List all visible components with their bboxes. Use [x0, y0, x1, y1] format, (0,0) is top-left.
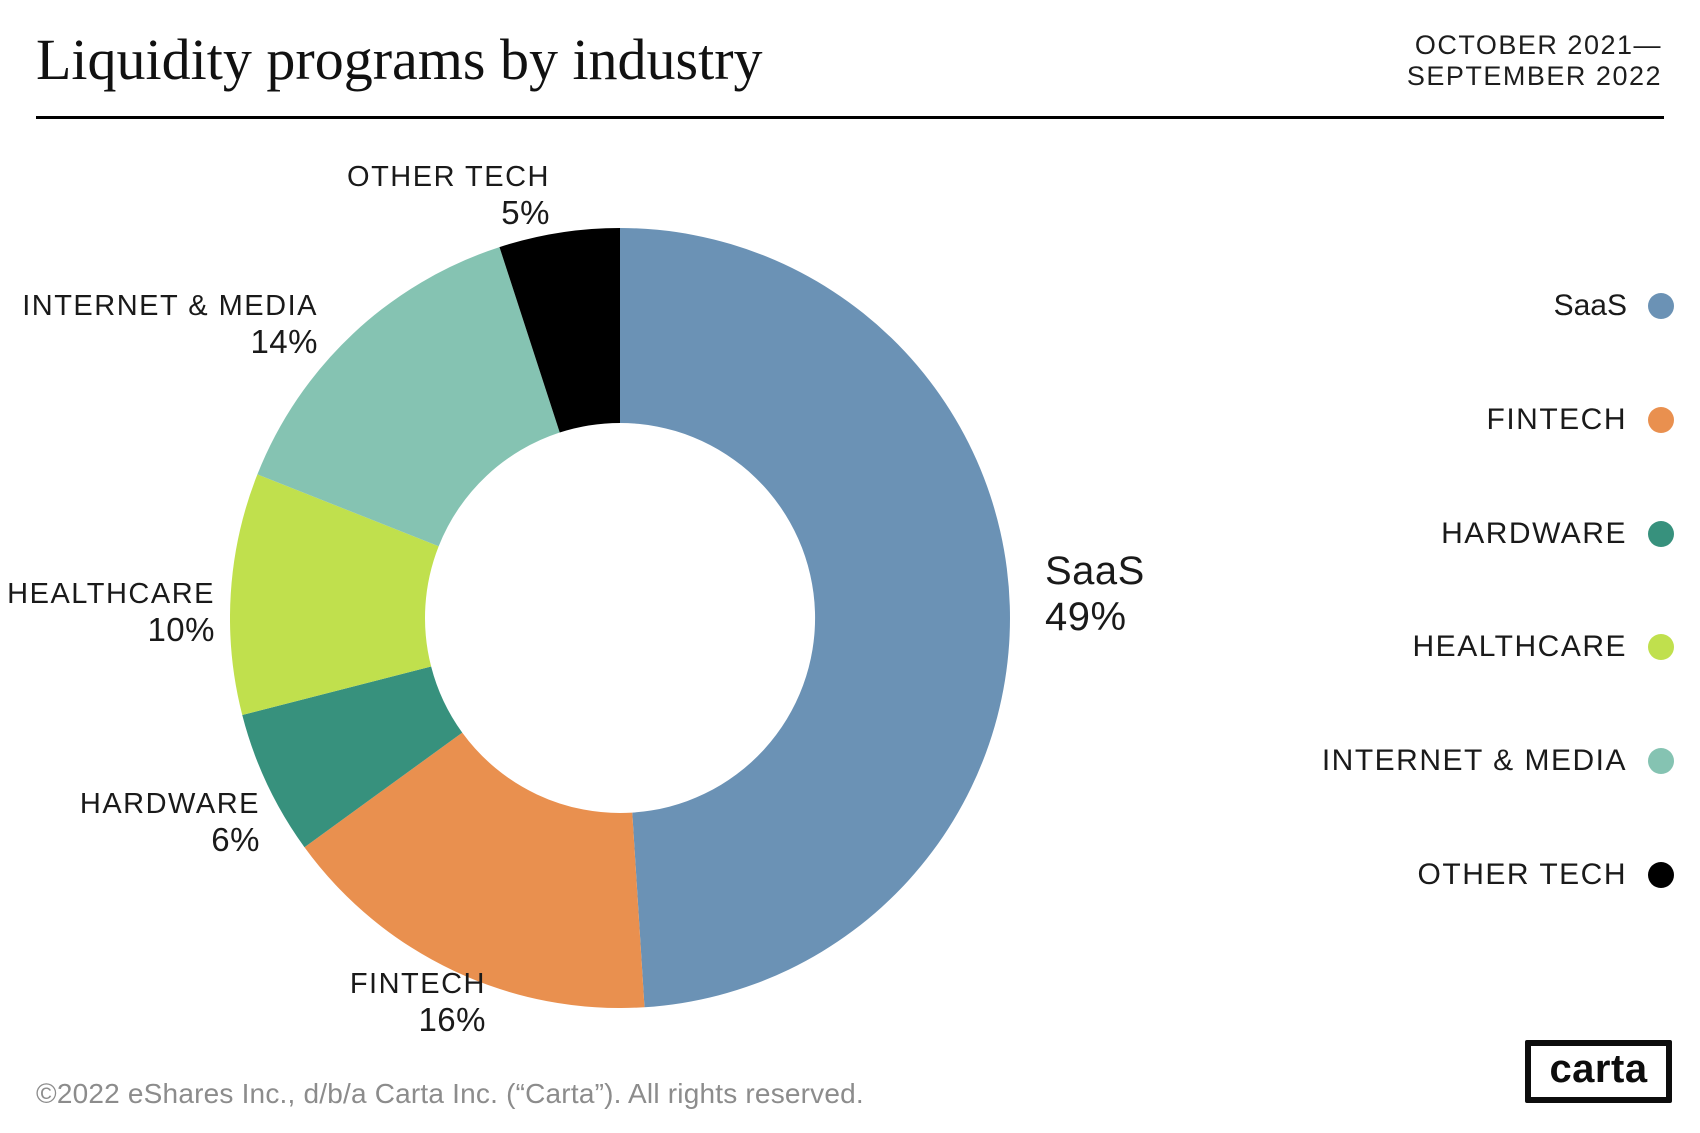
date-range-line1: OCTOBER 2021— — [1414, 30, 1662, 60]
legend-item-saas: SaaS — [1554, 286, 1674, 326]
donut-slice-healthcare — [230, 474, 439, 715]
header-divider — [36, 116, 1664, 119]
slice-percent: 49% — [1045, 595, 1127, 639]
slice-label-healthcare: HEALTHCARE 10% — [7, 577, 215, 649]
legend-dot-healthcare — [1648, 634, 1674, 660]
slice-name: OTHER TECH — [347, 161, 550, 193]
legend-item-fintech: FINTECH — [1486, 400, 1674, 440]
slice-name: HEALTHCARE — [7, 578, 215, 610]
slice-label-hardware: HARDWARE 6% — [80, 787, 260, 859]
legend-label: FINTECH — [1486, 403, 1627, 436]
donut-slice-other-tech — [499, 228, 620, 433]
slice-percent: 6% — [211, 821, 260, 858]
legend-dot — [1648, 862, 1674, 888]
legend-dot-other-tech — [1648, 748, 1674, 774]
legend-label: SaaS — [1553, 289, 1627, 322]
slice-percent: 14% — [250, 323, 318, 360]
legend-label: HEALTHCARE — [1412, 630, 1627, 663]
legend-label: OTHER TECH — [1417, 858, 1627, 891]
carta-logo-text: carta — [1549, 1046, 1648, 1091]
slice-percent: 5% — [501, 194, 550, 231]
legend-item-other-tech: OTHER TECH — [1418, 855, 1674, 895]
legend-item-healthcare: HEALTHCARE — [1413, 627, 1674, 667]
date-range-line2: SEPTEMBER 2022 — [1406, 61, 1662, 91]
slice-label-fintech: FINTECH 16% — [350, 967, 486, 1039]
donut-slice-fintech — [304, 732, 645, 1008]
legend-item-internet-media: INTERNET & MEDIA — [1322, 741, 1674, 781]
date-range: OCTOBER 2021— SEPTEMBER 2022 — [1407, 30, 1662, 92]
legend-dot-saas — [1648, 293, 1674, 319]
legend-dot-fintech — [1648, 407, 1674, 433]
slice-name: FINTECH — [349, 968, 486, 1000]
slice-name: INTERNET & MEDIA — [22, 290, 318, 322]
donut-slice-hardware — [242, 666, 463, 848]
legend-label: INTERNET & MEDIA — [1321, 744, 1627, 777]
page-title: Liquidity programs by industry — [36, 27, 763, 92]
donut-chart — [230, 228, 1010, 1008]
legend-label: HARDWARE — [1441, 517, 1627, 550]
slice-label-other-tech: OTHER TECH 5% — [347, 160, 550, 232]
slice-label-saas: SaaS 49% — [1045, 548, 1145, 640]
slice-label-internet-media: INTERNET & MEDIA 14% — [22, 289, 318, 361]
slice-name: HARDWARE — [79, 788, 260, 820]
carta-logo: carta — [1525, 1040, 1672, 1103]
donut-slice-internet-media — [257, 247, 560, 547]
legend-dot-hardware — [1648, 521, 1674, 547]
donut-svg — [230, 228, 1010, 1008]
donut-slice-saas — [620, 228, 1010, 1008]
copyright-text: ©2022 eShares Inc., d/b/a Carta Inc. (“C… — [36, 1078, 864, 1109]
slice-percent: 10% — [147, 611, 215, 648]
legend-item-hardware: HARDWARE — [1441, 514, 1674, 554]
slice-percent: 16% — [418, 1001, 486, 1038]
slice-name: SaaS — [1045, 549, 1145, 593]
